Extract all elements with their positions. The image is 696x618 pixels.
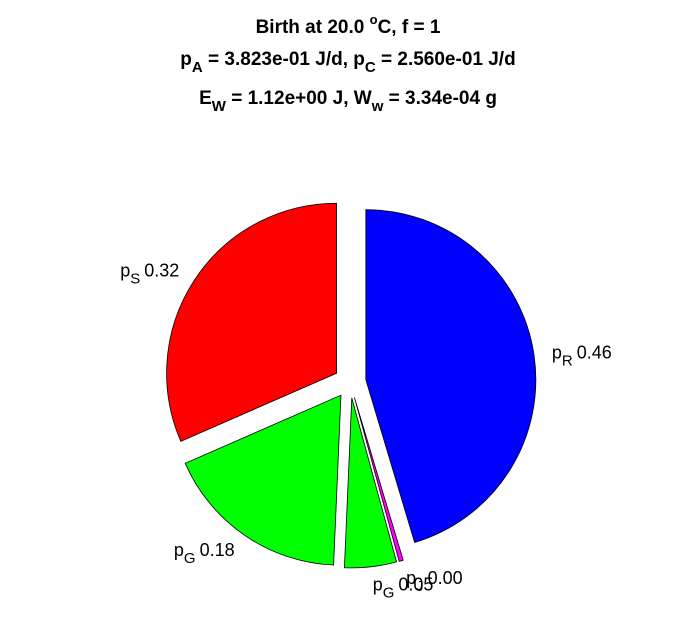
pie-slice: [354, 397, 404, 562]
slice-label: pG 0.05: [373, 575, 434, 602]
slice-label: pS 0.32: [120, 260, 179, 287]
pie-slice: [184, 394, 342, 566]
title-line-1: Birth at 20.0 oC, f = 1: [256, 12, 441, 38]
pie-slice: [343, 397, 398, 569]
title-line-3: EW = 1.12e+00 J, Ww = 3.34e-04 g: [199, 88, 497, 115]
slice-label: pR 0.46: [552, 342, 612, 369]
pie-slice: [365, 209, 537, 544]
pie-slice: [166, 202, 338, 442]
title-line-2: pA = 3.823e-01 J/d, pC = 2.560e-01 J/d: [180, 49, 515, 76]
slice-label: pG 0.18: [174, 540, 235, 567]
slice-label: pJ 0.00: [406, 568, 463, 595]
